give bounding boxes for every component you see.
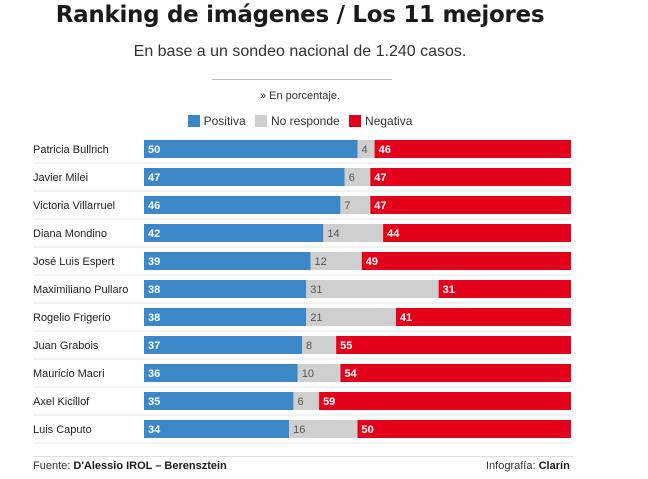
bar-positive	[144, 252, 311, 270]
value-label-positive: 47	[148, 172, 160, 184]
bar-negative	[357, 420, 571, 438]
legend-item-positive: Positiva	[187, 114, 246, 128]
category-label: Luis Caputo	[33, 424, 92, 436]
legend-label-no-response: No responde	[270, 114, 340, 128]
bar-no-response	[310, 252, 362, 270]
bar-positive	[144, 280, 307, 298]
bar-positive	[144, 392, 294, 410]
source-label: Fuente:	[33, 460, 71, 472]
bar-positive	[144, 336, 302, 354]
bar-no-response	[306, 308, 396, 326]
value-label-no-response: 31	[310, 284, 322, 296]
category-label: Axel Kicillof	[33, 396, 90, 408]
divider	[212, 79, 392, 80]
bar-negative	[395, 308, 571, 326]
value-label-positive: 36	[148, 368, 160, 380]
bar-positive	[144, 364, 298, 382]
bar-positive	[144, 196, 341, 214]
category-label: Rogelio Frigerio	[33, 312, 111, 324]
bar-no-response	[293, 392, 320, 410]
value-label-no-response: 10	[302, 368, 314, 380]
footer-rule	[33, 456, 573, 457]
legend-label-negative: Negativa	[365, 114, 413, 128]
value-label-negative: 49	[366, 256, 378, 268]
bar-positive	[144, 224, 324, 242]
bar-negative	[319, 392, 571, 410]
bar-negative	[340, 364, 571, 382]
bar-negative	[374, 140, 571, 158]
bar-no-response	[301, 336, 337, 354]
value-label-positive: 37	[148, 340, 160, 352]
bar-negative	[336, 336, 571, 354]
bar-positive	[144, 168, 345, 186]
category-label: Juan Grabois	[33, 340, 99, 352]
legend: Positiva No responde Negativa	[0, 114, 600, 128]
value-label-no-response: 16	[293, 424, 305, 436]
value-label-positive: 38	[148, 312, 160, 324]
value-label-negative: 55	[340, 340, 352, 352]
value-label-negative: 41	[400, 312, 412, 324]
bar-no-response	[289, 420, 358, 438]
bar-no-response	[344, 168, 371, 186]
category-label: José Luis Espert	[33, 256, 114, 268]
chart-title: Ranking de imágenes / Los 11 mejores	[55, 2, 545, 28]
footer-credit: Infografía: Clarín	[486, 460, 570, 472]
value-label-negative: 54	[344, 368, 357, 380]
value-label-positive: 34	[148, 424, 161, 436]
source-value: D'Alessio IROL – Berensztein	[73, 460, 227, 472]
value-label-positive: 46	[148, 200, 160, 212]
bar-negative	[383, 224, 571, 242]
value-label-positive: 50	[148, 144, 160, 156]
bar-negative	[370, 168, 571, 186]
value-label-negative: 44	[387, 228, 400, 240]
legend-swatch-negative	[349, 115, 362, 127]
legend-swatch-positive	[187, 115, 200, 127]
value-label-no-response: 14	[327, 228, 339, 240]
value-label-negative: 50	[362, 424, 374, 436]
value-label-negative: 59	[323, 396, 335, 408]
bar-positive	[144, 420, 290, 438]
bar-positive	[144, 140, 358, 158]
bar-negative	[361, 252, 571, 270]
chart-subtitle: En base a un sondeo nacional de 1.240 ca…	[133, 43, 467, 60]
category-label: Diana Mondino	[33, 228, 107, 240]
value-label-positive: 35	[148, 396, 160, 408]
bar-positive	[144, 308, 307, 326]
category-label: Javier Milei	[33, 172, 88, 184]
bar-no-response	[340, 196, 371, 214]
value-label-positive: 42	[148, 228, 160, 240]
legend-item-no-response: No responde	[254, 114, 340, 128]
legend-item-negative: Negativa	[349, 114, 412, 128]
bar-no-response	[297, 364, 341, 382]
bar-no-response	[306, 280, 439, 298]
value-label-negative: 31	[443, 284, 455, 296]
credit-value: Clarín	[538, 460, 570, 472]
unit-note: » En porcentaje.	[259, 90, 341, 102]
category-label: Patricia Bullrich	[33, 144, 109, 156]
value-label-no-response: 12	[315, 256, 327, 268]
category-label: Mauricio Macri	[33, 368, 105, 380]
footer-source: Fuente: D'Alessio IROL – Berensztein	[33, 460, 227, 472]
bar-no-response	[357, 140, 375, 158]
legend-label-positive: Positiva	[203, 114, 246, 128]
credit-label: Infografía:	[486, 460, 536, 472]
value-label-negative: 46	[379, 144, 391, 156]
bar-negative	[438, 280, 571, 298]
category-label: Victoria Villarruel	[33, 200, 115, 212]
value-label-no-response: 6	[349, 172, 355, 184]
value-label-no-response: 4	[362, 144, 368, 156]
value-label-no-response: 7	[344, 200, 350, 212]
value-label-negative: 47	[374, 172, 386, 184]
category-label: Maximiliano Pullaro	[33, 284, 128, 296]
value-label-positive: 39	[148, 256, 160, 268]
value-label-positive: 38	[148, 284, 160, 296]
value-label-no-response: 6	[297, 396, 303, 408]
bar-no-response	[323, 224, 384, 242]
value-label-negative: 47	[374, 200, 386, 212]
bar-negative	[370, 196, 571, 214]
value-label-no-response: 8	[306, 340, 312, 352]
value-label-no-response: 21	[310, 312, 322, 324]
legend-swatch-no-response	[254, 115, 267, 127]
